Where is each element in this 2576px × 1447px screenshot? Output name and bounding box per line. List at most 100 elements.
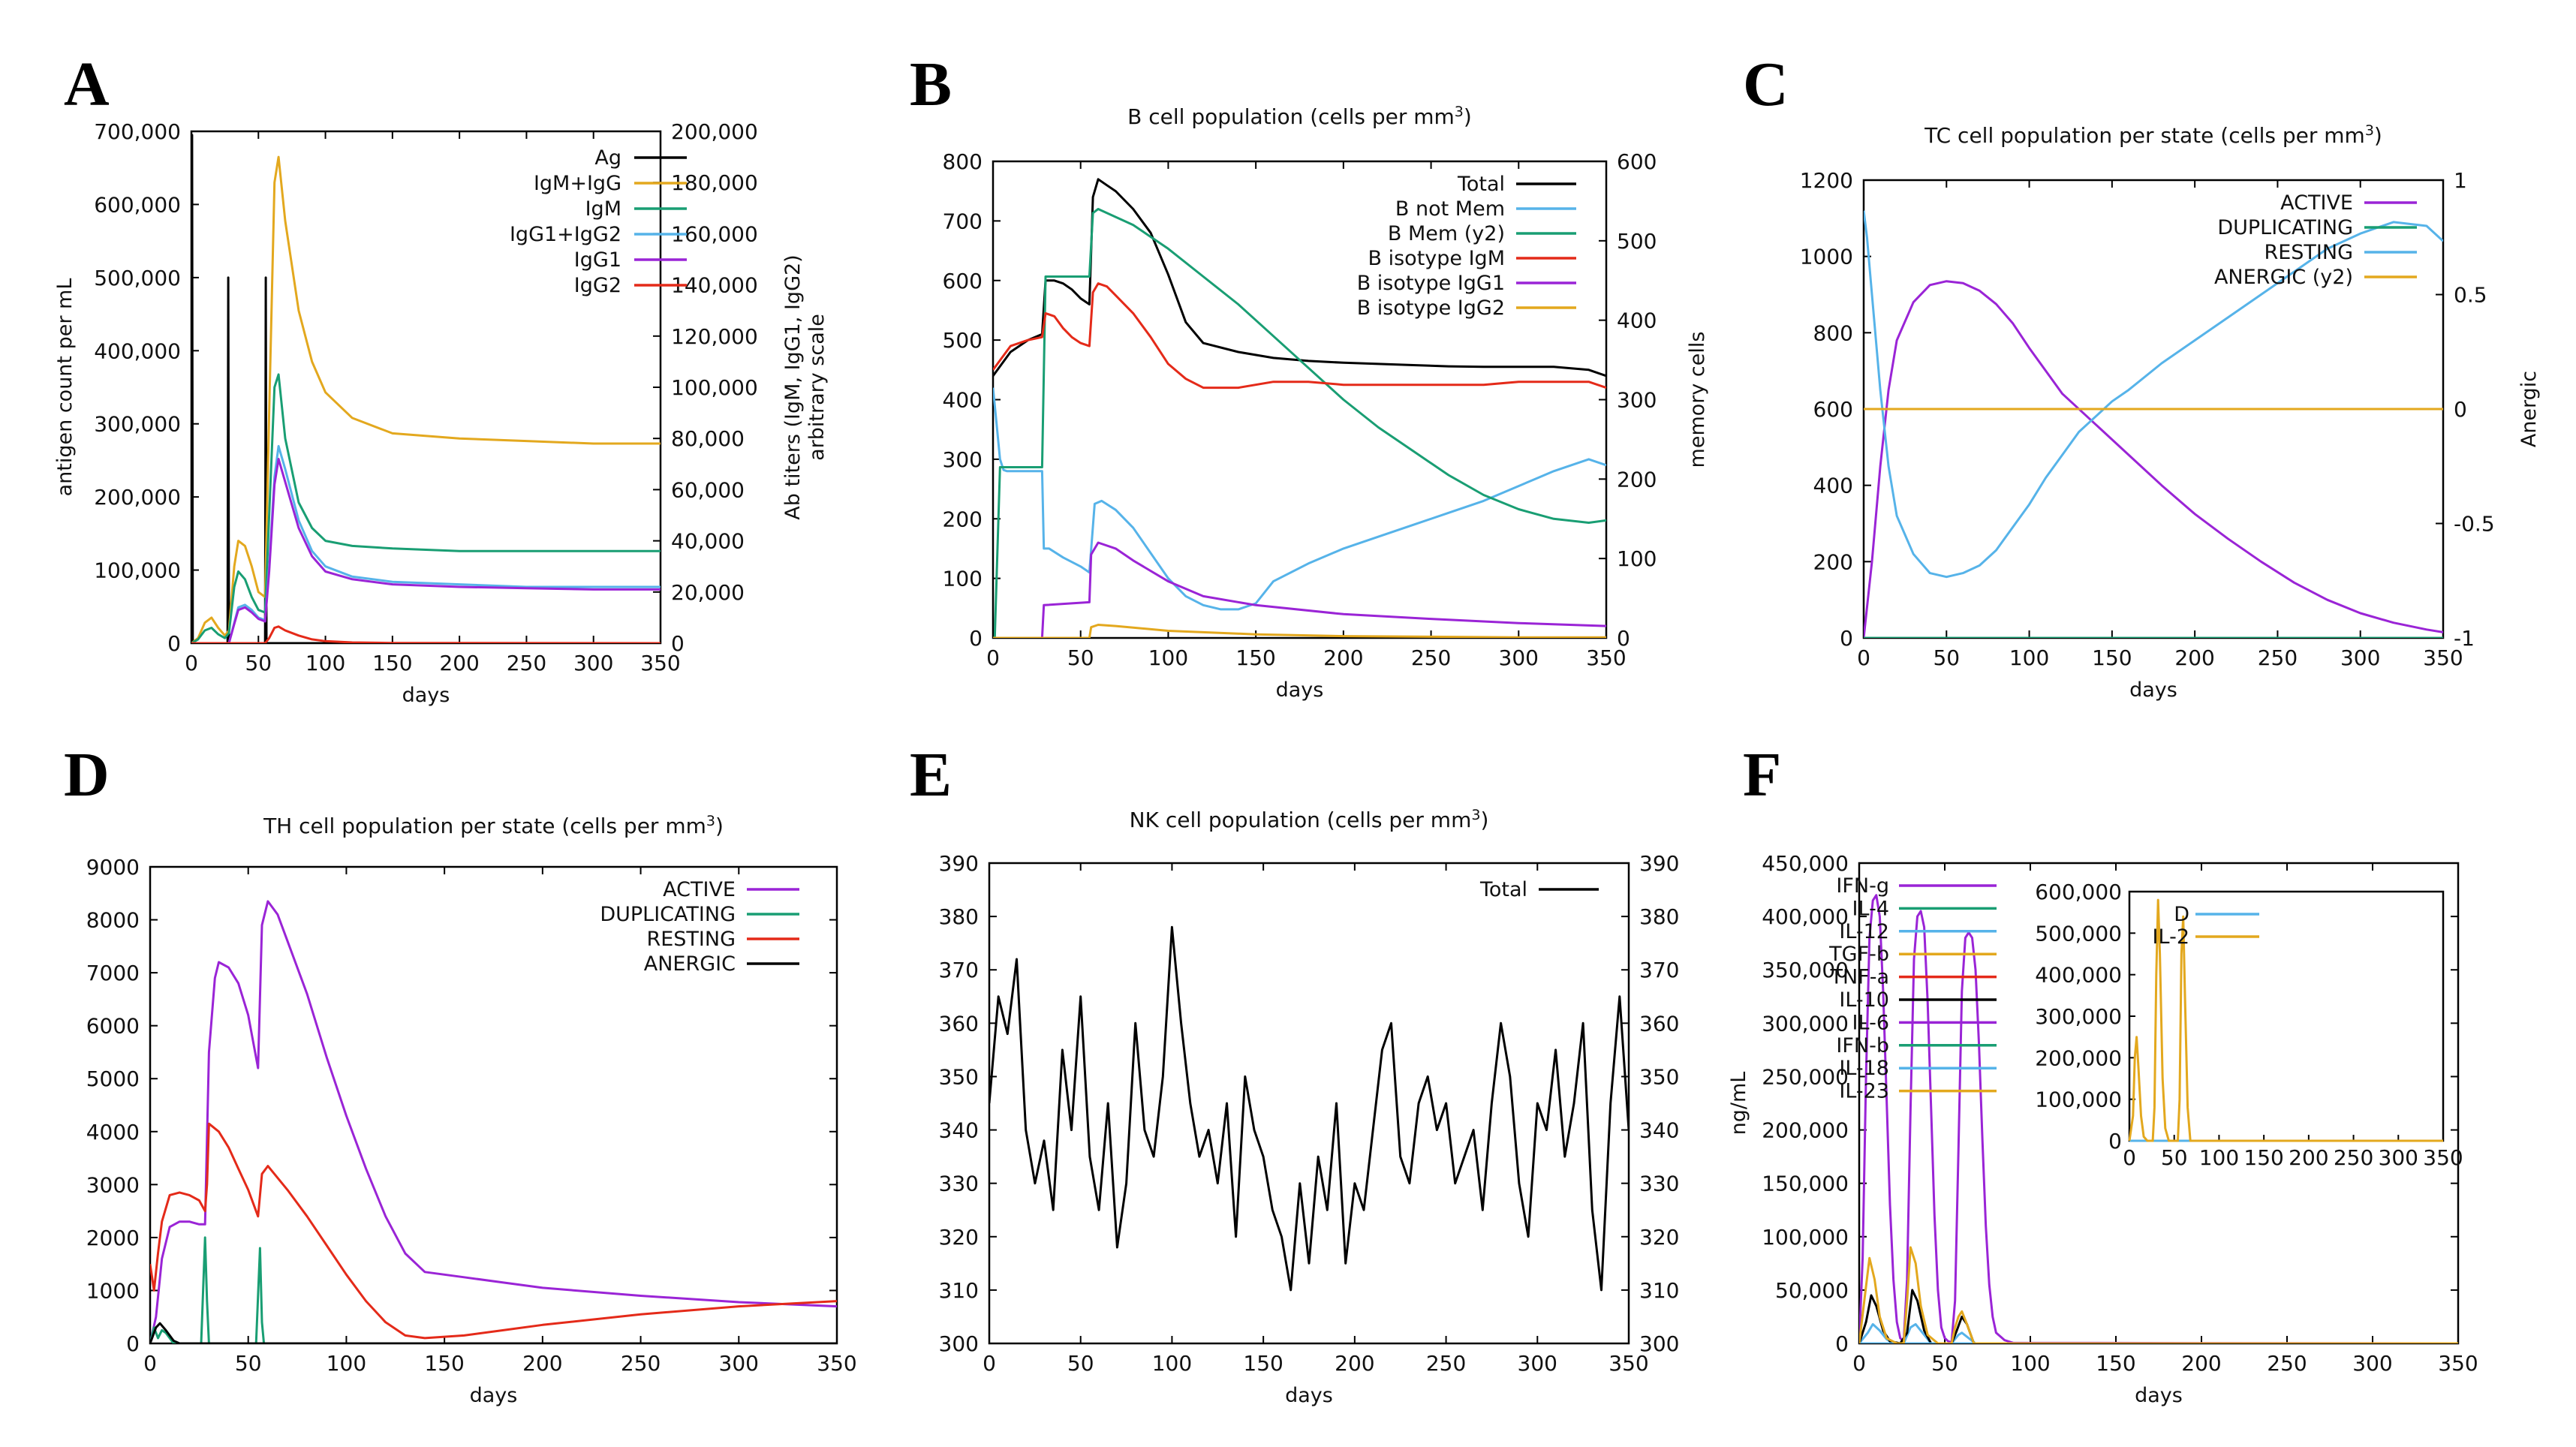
x-tick-label: 250 <box>1411 645 1451 670</box>
legend-label: IgG1 <box>574 248 621 272</box>
x-axis-label: days <box>402 684 450 707</box>
y-tick-label: 200,000 <box>94 485 181 510</box>
y2-tick-label: 600 <box>1617 149 1657 174</box>
x-tick-label: 250 <box>1426 1351 1466 1376</box>
panel-a: A 0 50 100 150 200 250 300 350 days 0 100,000 200,00… <box>53 50 829 707</box>
y2-tick-label: 0 <box>671 631 685 656</box>
legend-label: Total <box>1479 878 1527 901</box>
legend-label: ACTIVE <box>663 878 736 901</box>
legend-label: IL-4 <box>1852 897 1889 920</box>
title-close: ) <box>2374 123 2382 148</box>
x-tick-label: 200 <box>522 1351 562 1376</box>
y2-tick-label: 300 <box>1639 1331 1679 1356</box>
x-tick-label: 350 <box>1586 645 1626 670</box>
x-tick-label: 350 <box>2438 1351 2478 1376</box>
x-tick-label: 150 <box>2092 645 2132 670</box>
x-tick-label: 100 <box>2009 645 2049 670</box>
legend-label: IFN-g <box>1836 874 1889 898</box>
inset-x-tick-label: 0 <box>2123 1145 2136 1170</box>
y2-tick-label: 100 <box>1617 546 1657 571</box>
y2-tick-label: 0 <box>2454 397 2467 422</box>
legend-label: B not Mem <box>1395 197 1505 221</box>
series-line-b-not-mem <box>993 387 1606 611</box>
title-text: NK cell population (cells per mm <box>1130 808 1472 832</box>
legend-label: IgG2 <box>574 274 621 297</box>
y-tick-label: 0 <box>969 626 983 651</box>
y-tick-label: 50,000 <box>1775 1278 1849 1303</box>
y-axis-label: ng/mL <box>1727 1072 1750 1136</box>
y2-axis-label: memory cells <box>1686 332 1709 468</box>
y-tick-label: 2000 <box>86 1226 140 1250</box>
x-tick-label: 50 <box>245 651 272 675</box>
inset-y-tick-label: 500,000 <box>2035 921 2122 946</box>
y-tick-label: 380 <box>939 904 979 929</box>
x-axis-label: days <box>1276 678 1324 702</box>
panel-d: D TH cell population per state (cells per… <box>64 740 857 1407</box>
chart-title: TH cell population per state (cells per … <box>263 813 724 838</box>
x-tick-label: 150 <box>2096 1351 2135 1376</box>
legend-label: IL-18 <box>1839 1057 1889 1080</box>
legend-label: B isotype IgG2 <box>1357 296 1505 320</box>
x-axis-label: days <box>1285 1384 1333 1407</box>
legend-label: ANERGIC <box>644 952 736 976</box>
series-line-b-isotype-igg2 <box>993 624 1606 638</box>
x-tick-label: 0 <box>983 1351 996 1376</box>
y2-tick-label: 0.5 <box>2454 283 2487 308</box>
y-tick-label: 150,000 <box>1762 1172 1849 1196</box>
series-line-il-23 <box>1859 1246 2458 1343</box>
y-tick-label: 200,000 <box>1762 1118 1849 1143</box>
y-tick-label: 400,000 <box>94 338 181 363</box>
y-tick-label: 700 <box>943 209 983 233</box>
y2-axis-label: Ab titers (IgM, IgG1, IgG2) <box>781 254 805 519</box>
legend-label: B Mem (y2) <box>1388 222 1505 245</box>
y-tick-label: 800 <box>943 149 983 174</box>
legend-label: IL-12 <box>1839 920 1889 943</box>
x-tick-label: 50 <box>1931 1351 1958 1376</box>
x-tick-label: 300 <box>573 651 613 675</box>
x-tick-label: 300 <box>2340 645 2380 670</box>
inset-y-tick-label: 200,000 <box>2035 1045 2122 1070</box>
y2-tick-label: 40,000 <box>671 529 745 554</box>
y-tick-label: 300 <box>939 1331 979 1356</box>
y-tick-label: 500 <box>943 328 983 353</box>
x-tick-label: 0 <box>1857 645 1870 670</box>
series-line-active <box>1864 280 2443 638</box>
y-tick-label: 3000 <box>86 1172 140 1197</box>
y-tick-label: 7000 <box>86 961 140 985</box>
y2-tick-label: -1 <box>2454 626 2475 651</box>
y-tick-label: 320 <box>939 1225 979 1250</box>
series-line-duplicating <box>150 1236 837 1343</box>
y-tick-label: 390 <box>939 851 979 876</box>
y2-tick-label: 300 <box>1617 388 1657 413</box>
series-line-il-10 <box>1859 1289 2458 1343</box>
x-tick-label: 100 <box>1148 645 1188 670</box>
legend-label: IL-23 <box>1839 1080 1889 1103</box>
y2-tick-label: 380 <box>1639 904 1679 929</box>
inset-x-tick-label: 150 <box>2243 1145 2283 1170</box>
x-tick-label: 50 <box>1067 1351 1094 1376</box>
legend-label: B isotype IgG1 <box>1357 272 1505 295</box>
y-tick-label: 360 <box>939 1011 979 1036</box>
inset-y-tick-label: 0 <box>2108 1129 2122 1154</box>
series-line-igg1-igg2 <box>191 444 661 643</box>
title-text: TC cell population per state (cells per … <box>1924 123 2365 148</box>
series-line-total <box>989 925 1629 1292</box>
x-tick-label: 200 <box>1335 1351 1374 1376</box>
inset-x-tick-label: 100 <box>2199 1145 2239 1170</box>
panel-b: B B cell population (cells per mm3) 0 50 100… <box>910 50 1709 702</box>
y2-tick-label: 200 <box>1617 467 1657 492</box>
y-tick-label: 0 <box>126 1331 140 1356</box>
y-tick-label: 450,000 <box>1762 851 1849 876</box>
legend-label: ANERGIC (y2) <box>2214 266 2353 289</box>
y-tick-label: 500,000 <box>94 266 181 290</box>
series-line-b-isotype-igg1 <box>993 541 1606 638</box>
y-tick-label: 300 <box>943 447 983 472</box>
y-tick-label: 300,000 <box>1762 1011 1849 1036</box>
y2-axis-label-line2: arbitrary scale <box>805 314 829 461</box>
inset-y-tick-label: 300,000 <box>2035 1004 2122 1029</box>
y-tick-label: 300,000 <box>94 412 181 437</box>
inset-series-line-il-2 <box>2128 898 2443 1142</box>
chart-title: B cell population (cells per mm3) <box>1127 104 1472 129</box>
y-tick-label: 8000 <box>86 908 140 933</box>
